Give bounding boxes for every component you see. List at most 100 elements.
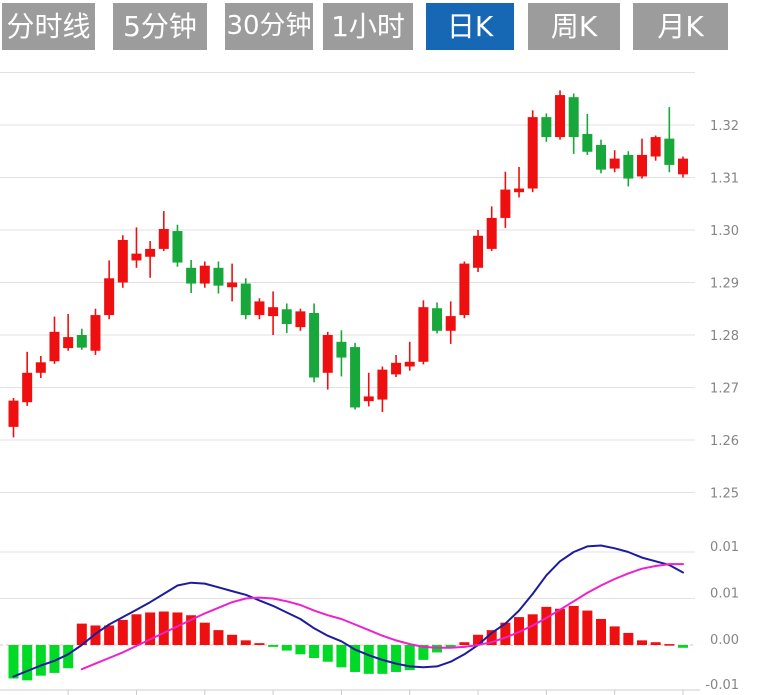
macd-hist-bar-up bbox=[596, 618, 607, 645]
candle-body bbox=[459, 263, 470, 316]
macd-hist-bar-down bbox=[677, 645, 688, 648]
macd-hist-bar-up bbox=[90, 625, 101, 645]
price-tick-label: 1.29 bbox=[710, 277, 739, 292]
candle-body bbox=[555, 95, 566, 138]
grid-layer bbox=[0, 72, 695, 646]
candle-body bbox=[582, 133, 593, 152]
candle-body bbox=[391, 362, 402, 375]
macd-hist-bar-down bbox=[49, 645, 60, 673]
candle-body bbox=[650, 137, 661, 157]
macd-hist-bar-up bbox=[541, 606, 552, 645]
tab-monthly-k[interactable]: 月K bbox=[633, 3, 728, 50]
macd-hist-bar-up bbox=[473, 634, 484, 645]
candle-body bbox=[445, 316, 456, 331]
axis-layer: 1.32 1.31 1.30 1.29 1.28 1.27 1.26 1.25 0.01 0.01… bbox=[0, 119, 739, 695]
candle-body bbox=[227, 282, 238, 288]
candle-body bbox=[664, 138, 675, 165]
candle-body bbox=[500, 189, 511, 218]
price-tick-label: 1.31 bbox=[710, 172, 739, 187]
macd-hist-bar-up bbox=[486, 630, 497, 645]
candle-body bbox=[596, 144, 607, 170]
macd-hist-bar-down bbox=[8, 645, 19, 679]
macd-hist-bar-up bbox=[664, 644, 675, 646]
candle-body bbox=[295, 311, 306, 328]
candle-body bbox=[131, 253, 142, 261]
candle-body bbox=[677, 158, 688, 175]
candle-body bbox=[609, 158, 620, 169]
price-tick-label: 1.28 bbox=[710, 329, 739, 344]
price-tick-label: 1.26 bbox=[710, 434, 739, 449]
macd-tick-label: -0.01 bbox=[705, 678, 739, 693]
macd-dif-line bbox=[12, 544, 684, 678]
macd-hist-bar-up bbox=[104, 625, 115, 645]
macd-hist-bar-up bbox=[145, 612, 156, 645]
candle-body bbox=[527, 117, 538, 189]
macd-hist-bar-down bbox=[350, 645, 361, 672]
candle-body bbox=[404, 361, 415, 367]
tab-5min[interactable]: 5分钟 bbox=[113, 3, 207, 50]
candle-body bbox=[418, 307, 429, 362]
macd-hist-bar-up bbox=[117, 619, 128, 645]
macd-hist-bar-up bbox=[459, 642, 470, 645]
macd-tick-label: 0.00 bbox=[710, 633, 739, 648]
candle-body bbox=[309, 312, 320, 378]
macd-hist-bar-down bbox=[336, 645, 347, 668]
candle-body bbox=[568, 97, 579, 138]
candle-body bbox=[377, 369, 388, 400]
macd-hist-bar-up bbox=[227, 634, 238, 645]
price-tick-label: 1.27 bbox=[710, 382, 739, 397]
candle-body bbox=[8, 400, 19, 427]
candle-body bbox=[336, 341, 347, 358]
tab-daily-k[interactable]: 日K bbox=[426, 3, 514, 50]
macd-hist-bar-up bbox=[555, 608, 566, 645]
macd-hist-bar-up bbox=[623, 632, 634, 645]
candle-body bbox=[240, 283, 251, 316]
macd-hist-bar-up bbox=[76, 623, 87, 645]
candle-body bbox=[117, 239, 128, 283]
candle-body bbox=[322, 335, 333, 373]
macd-hist-bar-down bbox=[391, 645, 402, 672]
macd-hist-bar-down bbox=[309, 645, 320, 659]
candle-body bbox=[213, 267, 224, 286]
macd-hist-bar-up bbox=[527, 614, 538, 645]
macd-hist-bar-up bbox=[500, 622, 511, 645]
candle-body bbox=[35, 362, 46, 373]
macd-hist-bar-up bbox=[568, 605, 579, 645]
macd-hist-bar-up bbox=[213, 630, 224, 645]
tab-30min[interactable]: 30分钟 bbox=[225, 3, 313, 50]
price-tick-label: 1.30 bbox=[710, 224, 739, 239]
macd-hist-bar-down bbox=[281, 645, 292, 651]
macd-hist-bar-up bbox=[240, 640, 251, 645]
macd-tick-label: 0.01 bbox=[710, 540, 739, 555]
candle-body bbox=[76, 335, 87, 348]
macd-dea-line bbox=[80, 563, 684, 671]
macd-hist-bar-down bbox=[363, 645, 374, 674]
macd-lines-layer bbox=[12, 544, 684, 678]
macd-hist-bar-up bbox=[158, 611, 169, 645]
candle-body bbox=[145, 248, 156, 257]
macd-hist-bar-down bbox=[35, 645, 46, 676]
price-tick-label: 1.25 bbox=[710, 487, 739, 502]
candle-body bbox=[541, 117, 552, 138]
macd-histogram-layer bbox=[8, 605, 688, 681]
tab-weekly-k[interactable]: 周K bbox=[528, 3, 620, 50]
macd-hist-bar-down bbox=[268, 645, 279, 647]
macd-hist-bar-up bbox=[582, 610, 593, 645]
candle-body bbox=[254, 301, 265, 316]
candle-body bbox=[350, 347, 361, 408]
macd-hist-bar-down bbox=[418, 645, 429, 660]
tab-minute-line[interactable]: 分时线 bbox=[2, 3, 95, 50]
macd-hist-bar-down bbox=[22, 645, 33, 681]
tab-1hour[interactable]: 1小时 bbox=[323, 3, 413, 50]
candle-body bbox=[158, 228, 169, 249]
macd-hist-bar-up bbox=[186, 615, 197, 645]
candle-body bbox=[172, 231, 183, 263]
candle-body bbox=[104, 278, 115, 316]
macd-hist-bar-up bbox=[199, 622, 210, 645]
macd-hist-bar-down bbox=[63, 645, 74, 669]
macd-hist-bar-down bbox=[295, 645, 306, 655]
macd-tick-label: 0.01 bbox=[710, 587, 739, 602]
candle-body bbox=[514, 188, 525, 193]
candle-body bbox=[473, 235, 484, 268]
